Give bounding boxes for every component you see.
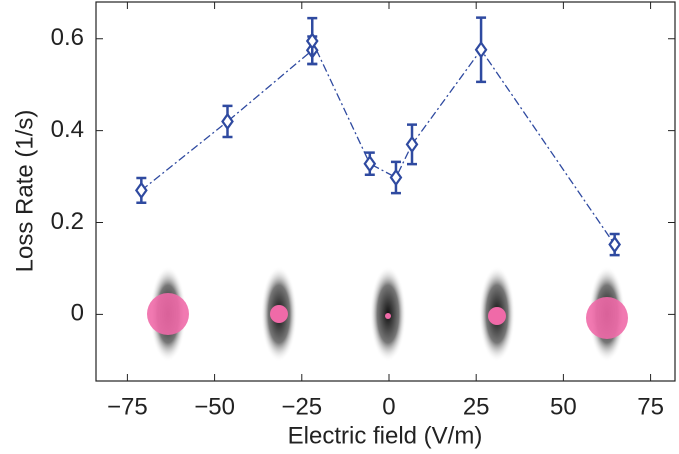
marker bbox=[608, 235, 622, 254]
marker bbox=[405, 135, 419, 154]
x-tick-label: −75 bbox=[107, 393, 148, 420]
marker bbox=[474, 40, 488, 59]
y-tick-label: 0.6 bbox=[51, 24, 84, 51]
marker bbox=[305, 32, 319, 50]
x-tick-label: −25 bbox=[281, 393, 322, 420]
y-tick-label: 0 bbox=[71, 300, 84, 327]
dot bbox=[385, 313, 391, 319]
marker bbox=[221, 112, 234, 131]
marker bbox=[134, 181, 148, 200]
series-line bbox=[140, 40, 616, 245]
x-tick-label: 25 bbox=[463, 393, 490, 420]
dot bbox=[586, 297, 628, 339]
dot bbox=[488, 307, 506, 325]
x-tick-label: 75 bbox=[637, 393, 664, 420]
dot bbox=[270, 305, 288, 323]
marker bbox=[363, 154, 377, 173]
plot-frame bbox=[95, 1, 676, 382]
y-tick-label: 0.2 bbox=[51, 208, 84, 235]
x-axis-label: Electric field (V/m) bbox=[288, 422, 483, 449]
illustrations bbox=[147, 266, 628, 362]
y-tick-label: 0.4 bbox=[51, 116, 84, 143]
y-axis-label: Loss Rate (1/s) bbox=[11, 110, 38, 273]
dot bbox=[147, 293, 189, 335]
marker bbox=[389, 168, 403, 187]
x-tick-label: 0 bbox=[382, 393, 395, 420]
x-tick-label: 50 bbox=[550, 393, 577, 420]
x-tick-label: −50 bbox=[194, 393, 235, 420]
